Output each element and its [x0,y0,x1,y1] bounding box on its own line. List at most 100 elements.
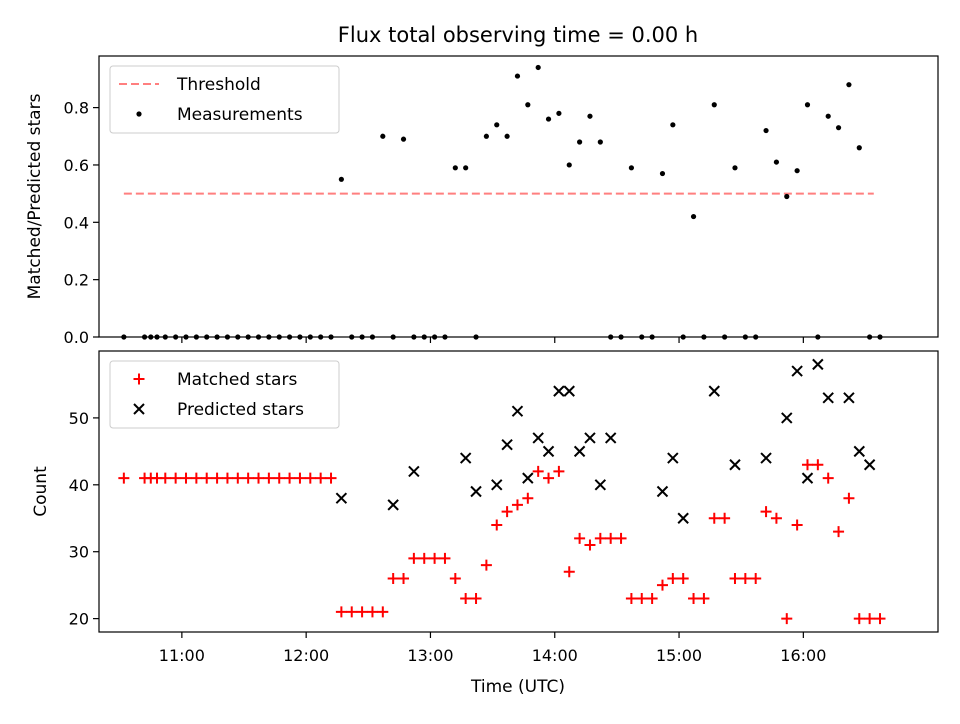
measurement-point [504,133,510,139]
x-tick-label: 11:00 [159,646,205,665]
matched-stars-point [791,519,803,531]
matched-stars-point [553,465,565,477]
matched-stars-point [253,472,265,484]
matched-stars-point [480,559,492,571]
matched-stars-point [729,572,741,584]
measurement-point [535,64,541,71]
matched-stars-point [180,472,192,484]
legend-label: Measurements [177,105,303,125]
matched-stars-point [594,532,606,544]
matched-stars-point [304,472,316,484]
matched-stars-point [170,472,182,484]
matched-stars-point [563,566,575,578]
matched-stars-point [356,606,368,618]
predicted-stars-point [532,432,544,444]
matched-stars-point [159,472,171,484]
x-tick-label: 13:00 [407,646,453,665]
matched-stars-point [449,572,461,584]
matched-stars-point [263,472,275,484]
matched-stars-point [460,593,472,605]
predicted-stars-point [584,432,596,444]
predicted-stars-point [522,472,534,484]
matched-stars-point [874,613,886,625]
predicted-stars-point [801,472,814,484]
matched-stars-point [656,579,668,591]
matched-stars-point [543,472,555,484]
legend-box [109,65,340,134]
matched-stars-point [221,472,233,484]
predicted-stars-point [594,479,607,491]
matched-stars-point [201,472,213,484]
measurement-point [773,159,780,165]
matched-stars-point [801,459,813,471]
matched-stars-point [688,593,700,605]
x-tick-label: 12:00 [283,646,329,665]
matched-stars-point [118,472,130,484]
measurement-point [670,122,676,128]
matched-stars-point [335,606,347,618]
predicted-stars-point [843,392,855,404]
x-tick-label: 15:00 [656,646,702,665]
matched-stars-point [366,606,378,618]
matched-stars-point [625,593,637,605]
predicted-stars-point [812,358,824,371]
measurement-point [587,113,593,119]
matched-stars-point [439,552,451,564]
predicted-stars-point [667,452,679,464]
predicted-stars-point [573,445,586,458]
measurement-point [514,73,521,79]
matched-stars-point [667,572,679,584]
measurement-point [463,165,469,171]
y-tick-label: 50 [69,409,89,428]
y-tick-label: 0.6 [64,156,89,175]
y-axis-label: Count [31,466,51,517]
matched-stars-point [615,532,627,544]
predicted-stars-point [604,432,617,444]
predicted-stars-point [501,438,513,451]
matched-stars-point [294,472,306,484]
matched-stars-point [470,593,482,605]
legend-label: Threshold [176,75,261,95]
predicted-stars-point [491,479,503,491]
matched-stars-point [636,593,648,605]
y-tick-label: 30 [69,543,89,562]
measurement-point [483,133,489,139]
measurement-point [338,176,344,182]
matched-stars-point [408,552,420,564]
measurement-point [545,116,552,122]
predicted-stars-point [459,452,472,464]
measurement-point [784,193,790,200]
measurement-point [825,113,831,119]
predicted-stars-point [729,459,741,471]
matched-stars-point [843,492,855,504]
matched-stars-point [232,472,244,484]
legend-measurements-handle [136,111,142,117]
measurement-point [380,133,386,139]
predicted-stars-point [408,465,420,478]
matched-stars-point [770,512,782,524]
measurement-point [628,165,635,171]
predicted-stars-point [553,385,565,397]
matched-stars-point [781,613,793,625]
matched-stars-point [346,606,358,618]
measurement-point [577,139,583,145]
axes-frame [98,350,939,633]
measurement-point [835,125,842,131]
bottom-panel: Count 20 30 40 50 11:00 12:00 13:00 14:00 15:00 16… [31,350,939,665]
matched-stars-point [387,572,399,584]
measurement-point [556,110,562,116]
matched-stars-point [574,532,586,544]
matched-stars-point [190,472,202,484]
axes-frame [98,55,939,338]
measurement-point [566,162,572,168]
matched-stars-point [822,472,834,484]
matched-stars-point [242,472,254,484]
predicted-stars-point [563,385,575,397]
measurement-point [597,139,603,145]
predicted-stars-point [781,412,793,424]
matched-stars-point [522,492,534,504]
predicted-stars-point [656,485,669,498]
measurement-point [400,136,407,142]
y-tick-label: 0.2 [64,271,89,290]
